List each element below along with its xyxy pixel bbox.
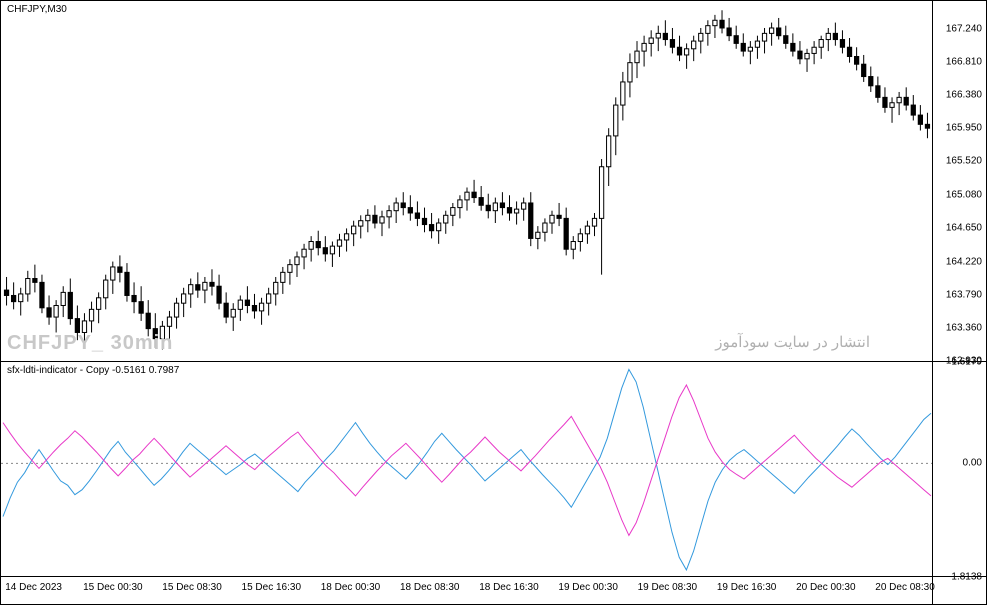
xaxis-tick: 15 Dec 16:30	[242, 582, 302, 593]
price-panel: CHFJPY,M30 CHFJPY_ 30min انتشار در سایت …	[1, 1, 986, 361]
indicator-ytick: 1.6179	[951, 357, 982, 368]
watermark-symbol: CHFJPY_ 30min	[7, 332, 173, 355]
price-ytick: 165.080	[946, 190, 982, 201]
indicator-chart	[1, 362, 933, 577]
xaxis-tick: 18 Dec 08:30	[400, 582, 460, 593]
price-chart-area[interactable]: CHFJPY,M30 CHFJPY_ 30min انتشار در سایت …	[1, 1, 932, 361]
candlestick-chart	[1, 1, 933, 361]
xaxis-tick: 14 Dec 2023	[5, 582, 62, 593]
chart-container: CHFJPY,M30 CHFJPY_ 30min انتشار در سایت …	[0, 0, 987, 605]
xaxis-tick: 20 Dec 00:30	[796, 582, 856, 593]
xaxis-tick: 19 Dec 08:30	[638, 582, 698, 593]
price-ytick: 163.360	[946, 322, 982, 333]
xaxis-tick: 15 Dec 08:30	[162, 582, 222, 593]
xaxis-tick: 20 Dec 08:30	[875, 582, 935, 593]
xaxis-tick: 18 Dec 16:30	[479, 582, 539, 593]
watermark-site: انتشار در سایت سودآموز	[715, 333, 870, 351]
xaxis-tick: 19 Dec 16:30	[717, 582, 777, 593]
price-ytick: 164.220	[946, 256, 982, 267]
xaxis-corner	[932, 577, 986, 605]
indicator-ytick: 0.00	[963, 458, 982, 469]
xaxis-tick: 19 Dec 00:30	[558, 582, 618, 593]
price-ytick: 165.950	[946, 123, 982, 134]
xaxis-panel: 14 Dec 2023 15 Dec 00:30 15 Dec 08:30 15 De…	[1, 576, 986, 605]
price-yaxis: 162.930163.360163.790164.220164.650165.0…	[932, 1, 986, 361]
xaxis-tick: 18 Dec 00:30	[321, 582, 381, 593]
price-ytick: 165.520	[946, 156, 982, 167]
xaxis-area: 14 Dec 2023 15 Dec 00:30 15 Dec 08:30 15 De…	[1, 577, 932, 605]
price-ytick: 166.810	[946, 56, 982, 67]
price-ytick: 166.380	[946, 90, 982, 101]
indicator-panel: sfx-ldti-indicator - Copy -0.5161 0.7987…	[1, 361, 986, 576]
xaxis-tick: 15 Dec 00:30	[83, 582, 143, 593]
indicator-chart-area[interactable]: sfx-ldti-indicator - Copy -0.5161 0.7987	[1, 362, 932, 576]
price-ytick: 167.240	[946, 23, 982, 34]
price-ytick: 163.790	[946, 289, 982, 300]
price-ytick: 164.650	[946, 223, 982, 234]
indicator-yaxis: 1.61790.00-1.8138	[932, 362, 986, 576]
